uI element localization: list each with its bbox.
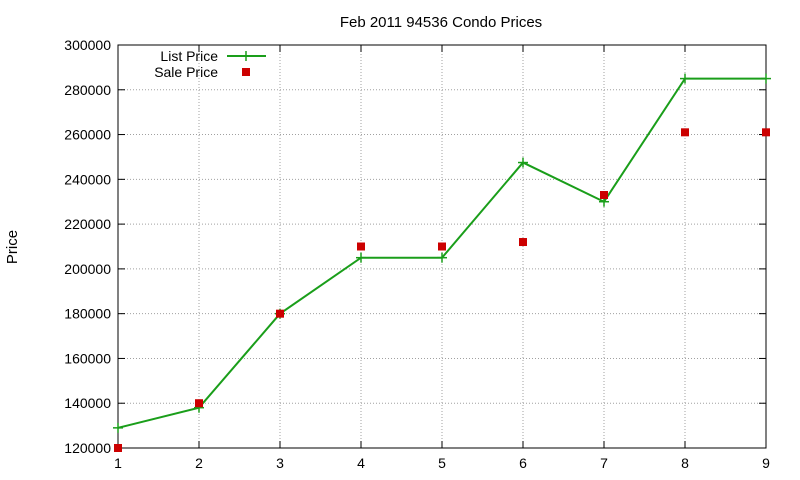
y-tick-label: 160000 [64, 350, 111, 366]
chart-title: Feb 2011 94536 Condo Prices [340, 14, 542, 31]
legend-label-sale-price: Sale Price [154, 64, 218, 80]
y-tick-label: 300000 [64, 37, 111, 53]
y-tick-label: 280000 [64, 82, 111, 98]
x-tick-label: 6 [519, 455, 527, 471]
y-tick-label: 200000 [64, 261, 111, 277]
x-tick-label: 9 [762, 455, 770, 471]
sale-price-point [600, 191, 608, 200]
series-layer [113, 73, 771, 452]
sale-price-point [762, 128, 770, 137]
legend-marker-sale-price [242, 68, 250, 76]
legend-marker-list-price [241, 51, 251, 61]
y-tick-label: 220000 [64, 216, 111, 232]
list-price-point [518, 157, 528, 168]
sale-price-point [357, 242, 365, 251]
y-axis-label: Price [4, 230, 21, 264]
x-tick-label: 4 [357, 455, 365, 471]
x-tick-label: 8 [681, 455, 689, 471]
sale-price-point [681, 128, 689, 137]
sale-price-point [519, 238, 527, 247]
y-tick-label: 140000 [64, 395, 111, 411]
x-tick-label: 1 [114, 455, 122, 471]
y-tick-label: 120000 [64, 440, 111, 456]
legend-label-list-price: List Price [160, 48, 218, 64]
list-price-point [113, 422, 123, 433]
x-tick-label: 3 [276, 455, 284, 471]
y-tick-label: 240000 [64, 171, 111, 187]
y-tick-label: 260000 [64, 127, 111, 143]
sale-price-point [438, 242, 446, 251]
y-tick-label: 180000 [64, 306, 111, 322]
x-tick-label: 2 [195, 455, 203, 471]
sale-price-point [114, 444, 122, 452]
sale-price-point [276, 309, 284, 318]
x-tick-label: 7 [600, 455, 608, 471]
list-price-point [437, 252, 447, 263]
x-tick-label: 5 [438, 455, 446, 471]
sale-price-point [195, 399, 203, 408]
list-price-point [761, 73, 771, 84]
list-price-point [680, 73, 690, 84]
list-price-point [356, 252, 366, 263]
axis-ticks: 120000 140000 160000 180000 200000 220000 2400… [64, 37, 770, 471]
